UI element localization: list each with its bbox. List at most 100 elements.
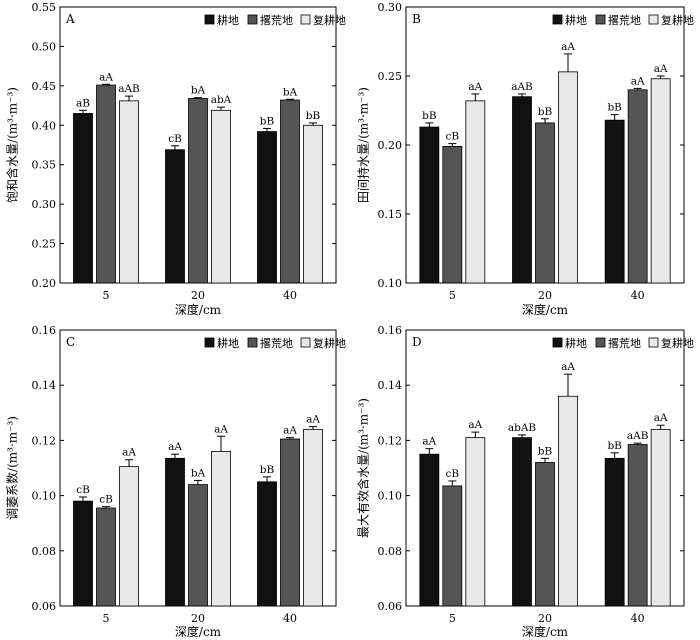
legend-swatch [300, 14, 311, 25]
bar [96, 84, 116, 284]
bar-label: bB [538, 106, 553, 118]
bar [303, 124, 323, 284]
bar-label: bB [538, 445, 553, 457]
legend-swatch [247, 337, 258, 348]
y-tick-label: 0.14 [378, 379, 403, 392]
bar-label: bA [283, 86, 298, 98]
panel-letter: A [65, 12, 75, 26]
y-tick-label: 0.08 [378, 545, 403, 558]
y-tick-label: 0.25 [32, 238, 57, 251]
bar-label: aA [561, 41, 575, 53]
bar [442, 485, 463, 607]
bar-label: aA [654, 412, 668, 424]
bar [211, 109, 231, 284]
legend-label: 复耕地 [313, 336, 346, 350]
x-tick-label: 20 [538, 289, 552, 302]
bar-label: bB [422, 110, 437, 122]
bar [512, 96, 532, 284]
y-tick-label: 0.35 [32, 159, 57, 172]
bar [73, 113, 93, 284]
y-tick-label: 0.45 [32, 80, 57, 93]
bar-label: abA [211, 94, 232, 106]
bar [188, 98, 208, 284]
x-tick-label: 20 [191, 289, 205, 302]
bar-label: cB [99, 494, 113, 506]
y-axis-title: 调萎系数/(m³·m⁻³) [5, 416, 20, 520]
legend-swatch [247, 14, 258, 25]
bar-label: aAB [118, 83, 140, 95]
bar-label: bB [607, 440, 622, 452]
bar [604, 457, 625, 607]
legend-label: 耕地 [217, 336, 239, 350]
x-tick-label: 5 [449, 612, 456, 625]
bar [650, 78, 671, 284]
bar [558, 395, 578, 607]
bar-label: bA [191, 467, 206, 479]
bar-label: aA [168, 441, 182, 453]
bar [442, 145, 463, 284]
panel-letter: C [66, 335, 75, 349]
legend-label: 撂荒地 [260, 336, 293, 350]
legend-label: 耕地 [565, 336, 587, 350]
legend-label: 复耕地 [661, 13, 694, 27]
bar [419, 453, 440, 607]
legend-swatch [552, 14, 563, 25]
bar-label: aA [631, 75, 645, 87]
bar-label: aA [561, 361, 575, 373]
panel-B: B 0.10 0.15 0.20 0.25 0.30 田间持水量/(m³·m⁻³) 5 20 40… [356, 1, 695, 317]
panel-C: C 0.06 0.08 0.10 0.12 0.14 0.16 调萎系数/(m³·m⁻³) 5 2… [5, 324, 347, 639]
y-tick-label: 0.12 [378, 434, 403, 447]
bar [211, 451, 231, 607]
bar [303, 428, 323, 607]
y-tick-label: 0.06 [378, 600, 403, 613]
x-tick-label: 5 [103, 612, 110, 625]
bar [535, 122, 555, 284]
bar-label: cB [168, 133, 182, 145]
legend-label: 撂荒地 [608, 13, 641, 27]
legend-label: 复耕地 [313, 13, 346, 27]
bar-label: abAB [508, 422, 537, 434]
y-tick-label: 0.30 [378, 1, 403, 14]
y-tick-label: 0.15 [378, 208, 403, 221]
x-tick-label: 40 [283, 612, 297, 625]
bar [165, 457, 185, 607]
y-tick-label: 0.10 [32, 490, 57, 503]
bar [535, 462, 555, 607]
y-tick-label: 0.30 [32, 198, 57, 211]
y-tick-label: 0.20 [32, 277, 57, 290]
y-tick-label: 0.50 [32, 40, 57, 53]
bar-label: bB [260, 464, 275, 476]
bar-label: bB [260, 115, 275, 127]
bar [465, 437, 486, 607]
y-tick-label: 0.10 [378, 490, 403, 503]
legend-swatch [204, 337, 215, 348]
y-tick-label: 0.25 [378, 70, 403, 83]
x-tick-label: 5 [449, 289, 456, 302]
panel-letter: B [412, 12, 421, 26]
bar [627, 89, 648, 284]
bar-label: aA [306, 414, 320, 426]
bar [257, 481, 277, 607]
bar [650, 428, 671, 607]
bar-label: cB [76, 484, 90, 496]
legend-label: 耕地 [217, 13, 239, 27]
bar-label: aA [654, 63, 668, 75]
x-axis-title: 深度/cm [175, 302, 222, 317]
x-tick-label: 20 [191, 612, 205, 625]
bar [465, 100, 486, 284]
y-tick-label: 0.14 [32, 379, 57, 392]
bar-label: aA [468, 81, 482, 93]
bar-label: bB [607, 102, 622, 114]
bar-label: aB [76, 97, 90, 109]
x-tick-label: 5 [103, 289, 110, 302]
bar-label: cB [446, 468, 460, 480]
legend-label: 复耕地 [661, 336, 694, 350]
y-axis-title: 田间持水量/(m³·m⁻³) [356, 87, 371, 203]
y-axis-title: 最大有效含水量/(m³·m⁻³) [356, 398, 371, 538]
bar [119, 100, 139, 284]
bar [188, 484, 208, 607]
legend-swatch [595, 14, 606, 25]
bar-label: cB [446, 131, 460, 143]
bar [604, 119, 625, 284]
bar [165, 149, 185, 284]
